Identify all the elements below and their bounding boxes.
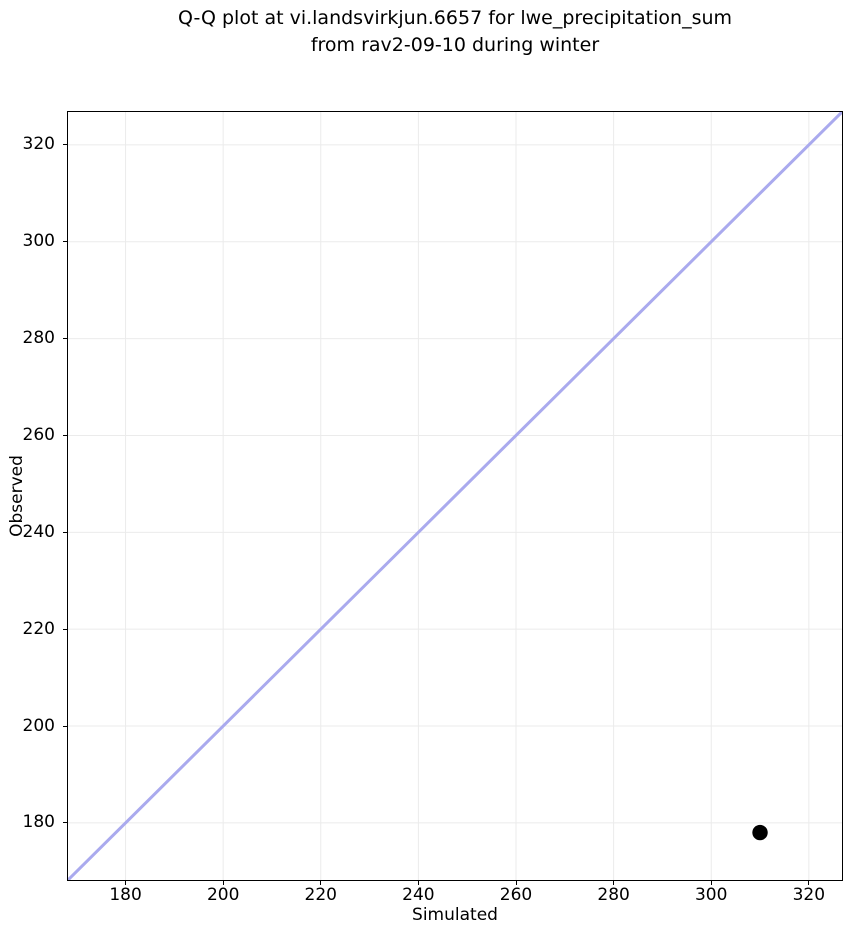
x-tick xyxy=(808,881,810,885)
chart-title-line-1: Q-Q plot at vi.landsvirkjun.6657 for lwe… xyxy=(177,7,733,29)
y-tick xyxy=(63,241,67,243)
y-tick xyxy=(63,725,67,727)
x-tick-label: 260 xyxy=(499,885,533,905)
y-tick-label: 200 xyxy=(22,715,55,736)
chart-title: Q-Q plot at vi.landsvirkjun.6657 for lwe… xyxy=(67,5,843,59)
x-tick xyxy=(125,881,127,885)
x-tick xyxy=(222,881,224,885)
identity-line xyxy=(67,111,843,881)
qq-point xyxy=(752,824,768,841)
y-tick-label: 240 xyxy=(22,521,55,542)
y-tick-label: 180 xyxy=(22,812,55,833)
y-tick-label: 260 xyxy=(22,424,55,445)
y-tick-label: 280 xyxy=(22,328,55,349)
y-tick xyxy=(63,338,67,340)
x-tick xyxy=(515,881,517,885)
y-tick-label: 320 xyxy=(22,134,55,155)
x-tick-label: 200 xyxy=(206,885,240,905)
y-tick-label: 300 xyxy=(22,231,55,252)
y-tick xyxy=(63,822,67,824)
x-tick-label: 180 xyxy=(109,885,142,905)
y-tick xyxy=(63,144,67,146)
y-tick-label: 220 xyxy=(22,618,55,639)
x-tick xyxy=(417,881,419,885)
x-tick-label: 240 xyxy=(402,885,435,905)
x-tick xyxy=(710,881,712,885)
y-tick xyxy=(63,628,67,630)
x-tick-label: 320 xyxy=(792,885,826,905)
y-tick xyxy=(63,531,67,533)
x-tick xyxy=(320,881,322,885)
plot-border xyxy=(67,111,843,881)
plot-area xyxy=(67,111,843,881)
y-tick xyxy=(63,434,67,436)
x-tick-label: 220 xyxy=(304,885,337,905)
x-axis-label: Simulated xyxy=(412,905,498,925)
plot-canvas xyxy=(67,111,843,881)
chart-title-line-2: from rav2-09-10 during winter xyxy=(310,34,600,56)
y-axis-label: Observed xyxy=(7,455,27,537)
x-tick-label: 280 xyxy=(597,885,630,905)
x-tick xyxy=(613,881,615,885)
x-tick-label: 300 xyxy=(694,885,728,905)
